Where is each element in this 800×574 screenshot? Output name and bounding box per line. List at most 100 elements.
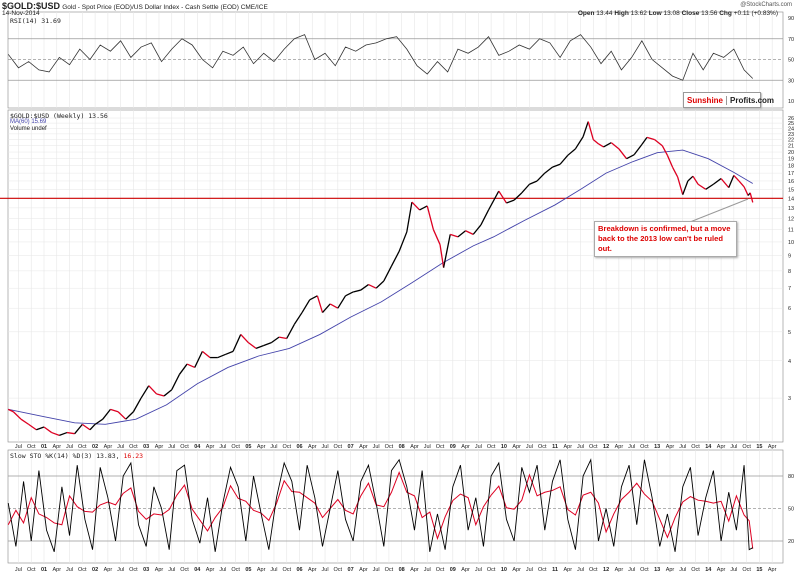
price-segment <box>666 155 674 168</box>
copyright: @StockCharts.com <box>740 2 792 8</box>
x-tick-label: Jul <box>730 444 737 450</box>
x-tick-label: Oct <box>180 444 189 450</box>
price-y-tick-label: 13 <box>788 206 794 212</box>
x-tick-label: Jul <box>322 567 329 573</box>
price-segment <box>7 408 14 413</box>
price-segment <box>687 175 694 182</box>
price-segment <box>419 205 428 211</box>
x-tick-label: Jul <box>526 567 533 573</box>
price-segment <box>654 139 663 147</box>
price-segment <box>738 180 745 188</box>
x-tick-label: 13 <box>654 567 660 573</box>
x-tick-label: Jul <box>15 567 22 573</box>
x-tick-label: Oct <box>78 567 87 573</box>
price-segment <box>598 143 604 148</box>
x-tick-label: Jul <box>730 567 737 573</box>
x-tick-label: 02 <box>92 567 98 573</box>
price-segment <box>567 148 576 156</box>
price-segment <box>641 136 648 145</box>
sto-d-value: 16.23 <box>123 452 144 460</box>
price-segment <box>117 411 127 420</box>
x-tick-label: Apr <box>206 567 215 573</box>
price-segment <box>240 334 249 344</box>
price-segment <box>59 431 68 437</box>
price-segment <box>426 205 435 230</box>
x-tick-label: Apr <box>257 444 266 450</box>
x-tick-label: Jul <box>168 444 175 450</box>
price-segment <box>728 175 735 188</box>
price-segment <box>661 145 668 156</box>
x-tick-label: Oct <box>27 567 36 573</box>
x-tick-label: 07 <box>348 567 354 573</box>
x-tick-label: 13 <box>654 444 660 450</box>
x-tick-label: Jul <box>475 444 482 450</box>
price-segment <box>544 166 553 174</box>
price-segment <box>248 342 257 349</box>
price-segment <box>671 166 679 178</box>
x-tick-label: Oct <box>180 567 189 573</box>
price-segment <box>618 148 628 160</box>
x-tick-label: 12 <box>603 567 609 573</box>
price-segment <box>140 385 150 399</box>
chg-label: Chg <box>719 10 732 17</box>
price-segment <box>171 374 180 391</box>
price-y-tick-label: 3 <box>788 396 791 402</box>
price-segment <box>352 289 361 293</box>
x-tick-label: Jul <box>66 444 73 450</box>
x-tick-label: 09 <box>450 567 456 573</box>
price-segment <box>102 408 111 420</box>
x-tick-label: Oct <box>640 444 649 450</box>
price-segment <box>125 411 134 420</box>
price-segment <box>178 363 188 375</box>
x-tick-label: 10 <box>501 444 507 450</box>
x-tick-label: Apr <box>104 444 113 450</box>
price-segment <box>278 336 287 340</box>
price-segment <box>705 183 714 190</box>
rsi-y-tick-label: 30 <box>788 78 794 84</box>
price-segment <box>603 142 612 148</box>
rsi-y-tick-label: 50 <box>788 58 794 64</box>
x-tick-label: Oct <box>589 567 598 573</box>
price-segment <box>271 336 280 344</box>
price-y-tick-label: 4 <box>788 359 791 365</box>
price-segment <box>345 291 354 297</box>
x-tick-label: Oct <box>129 444 138 450</box>
price-segment <box>743 186 749 196</box>
ohlc-readout: Open 13.44 High 13.62 Low 13.08 Close 13… <box>578 10 778 17</box>
description: Gold - Spot Price (EOD)/US Dollar Index … <box>62 4 268 11</box>
price-segment <box>513 192 523 201</box>
x-tick-label: Apr <box>717 567 726 573</box>
x-tick-label: 02 <box>92 444 98 450</box>
price-segment <box>682 180 689 195</box>
rsi-y-tick-label: 10 <box>788 99 794 105</box>
x-tick-label: Apr <box>410 567 419 573</box>
price-y-tick-label: 15 <box>788 187 794 193</box>
x-tick-label: Jul <box>66 567 73 573</box>
price-segment <box>677 176 684 195</box>
price-segment <box>81 423 91 431</box>
price-segment <box>89 423 96 431</box>
x-tick-label: 09 <box>450 444 456 450</box>
price-segment <box>360 284 369 291</box>
x-tick-label: Oct <box>282 444 291 450</box>
x-tick-label: Apr <box>512 444 521 450</box>
x-tick-label: Oct <box>589 444 598 450</box>
x-tick-label: Oct <box>78 444 87 450</box>
price-segment <box>633 144 643 156</box>
price-segment <box>110 408 119 413</box>
x-tick-label: Jul <box>117 567 124 573</box>
chart-date: 14-Nov-2014 <box>2 10 40 17</box>
price-segment <box>406 201 413 233</box>
x-tick-label: Oct <box>538 444 547 450</box>
price-segment <box>506 199 515 204</box>
x-tick-label: Jul <box>679 567 686 573</box>
annotation-box: Breakdown is confirmed, but a move back … <box>594 221 737 257</box>
price-segment <box>293 312 303 325</box>
price-segment <box>383 265 393 282</box>
price-segment <box>368 283 377 289</box>
x-tick-label: Oct <box>129 567 138 573</box>
x-tick-label: Apr <box>563 444 572 450</box>
high-value: 13.62 <box>630 10 647 17</box>
x-tick-label: 04 <box>194 567 201 573</box>
